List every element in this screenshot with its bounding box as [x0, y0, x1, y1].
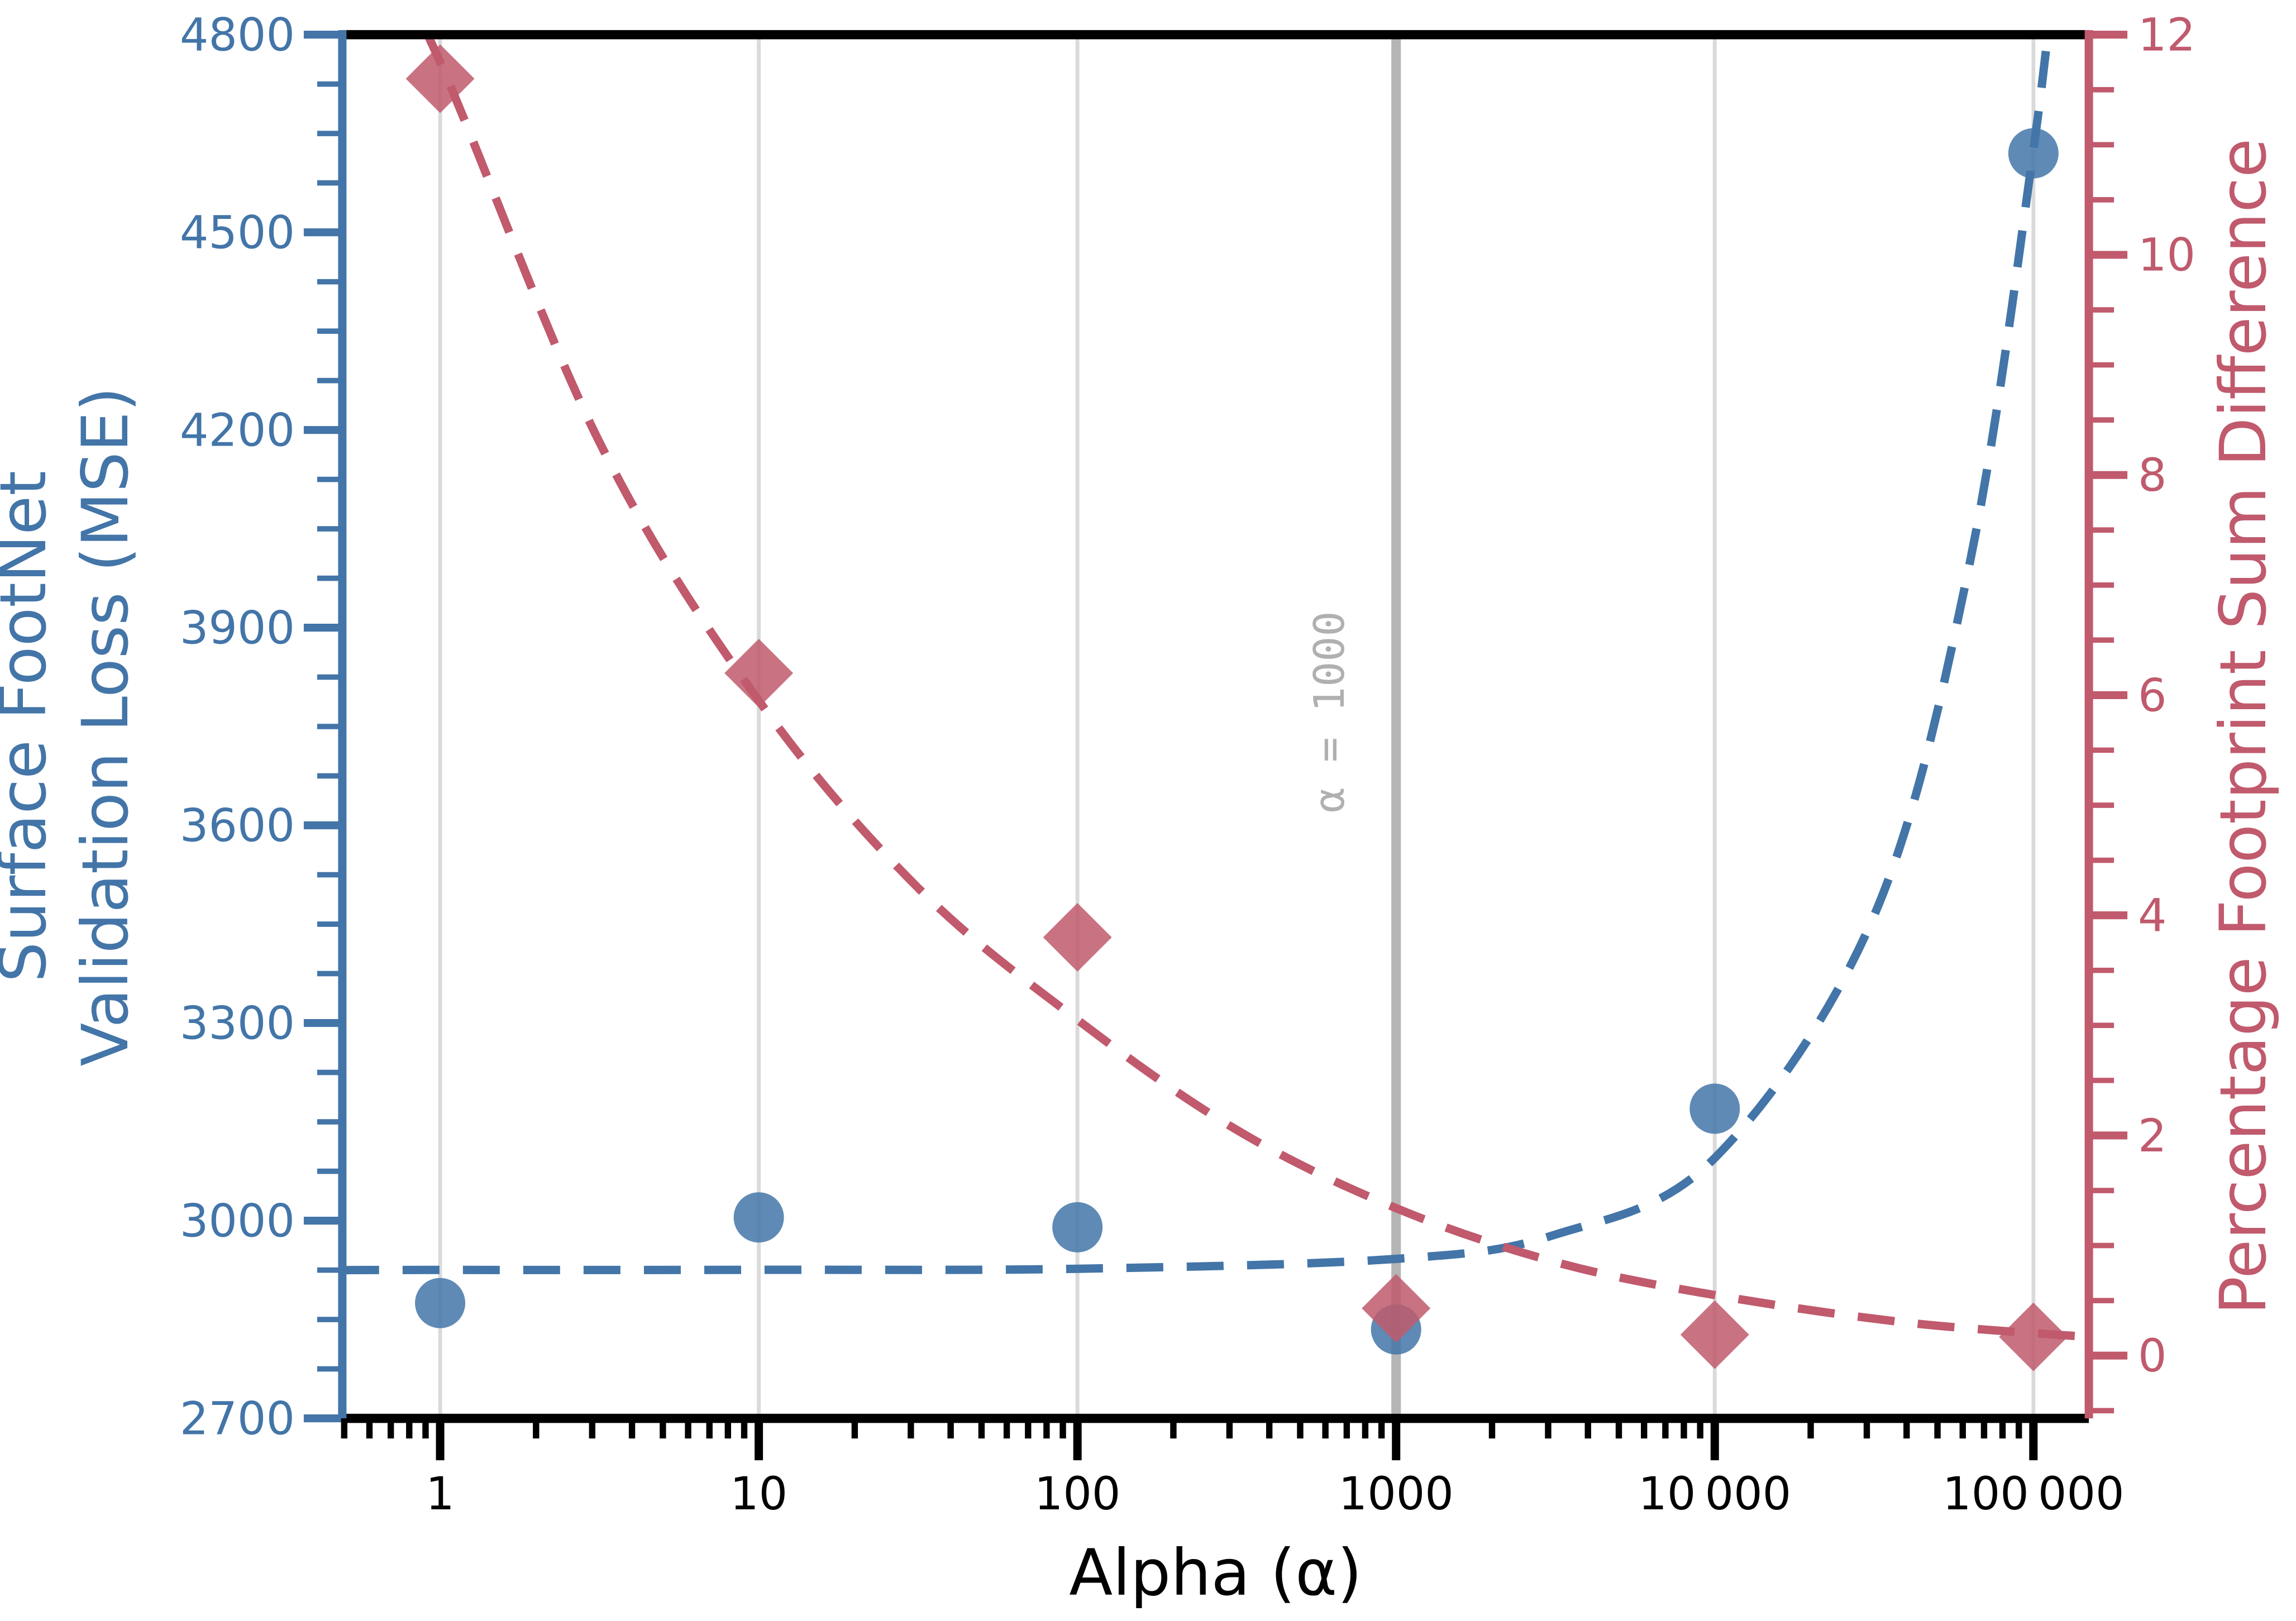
fit-curves [342, 35, 2088, 1341]
x-tick-label: 10 000 [1638, 1468, 1791, 1520]
left-axis-label-line2: Validation Loss (MSE) [68, 387, 142, 1067]
surface-footnet-validation-loss-point [1689, 1083, 1740, 1134]
left-tick-label: 4200 [180, 404, 295, 457]
left-tick-label: 3600 [180, 800, 295, 852]
right-tick-label: 10 [2138, 229, 2195, 282]
left-tick-label: 3000 [180, 1195, 295, 1247]
x-tick-label: 1 [426, 1468, 455, 1520]
alpha-annotation: α = 1000 [1305, 611, 1354, 812]
surface-footnet-validation-loss-point [2008, 128, 2059, 179]
left-axis-label-line1: Surface FootNet [0, 471, 60, 982]
right-tick-label: 6 [2138, 670, 2167, 722]
surface-footnet-validation-loss-point [1052, 1202, 1103, 1252]
right-tick-label: 8 [2138, 450, 2167, 502]
percentage-footprint-sum-difference-point [405, 44, 475, 113]
axis-ticks [303, 31, 2128, 1461]
left-tick-label: 4500 [180, 207, 295, 259]
x-axis-label: Alpha (α) [1069, 1536, 1362, 1610]
x-tick-label: 100 [1034, 1468, 1121, 1520]
x-tick-label: 10 [730, 1468, 787, 1520]
left-tick-label: 4800 [180, 9, 295, 61]
surface-footnet-validation-loss-point [415, 1278, 466, 1328]
tick-labels: 2700 3000 3300 3600 3900 4200 4500 4800 0 2 4 6 8 10 1… [180, 9, 2195, 1520]
left-tick-label: 2700 [180, 1393, 295, 1445]
percentage-footprint-sum-difference-point [1043, 903, 1112, 972]
percentage-footprint-sum-difference-point [1999, 1302, 2068, 1371]
surface-footnet-validation-loss-point [733, 1192, 784, 1243]
right-tick-label: 2 [2138, 1110, 2167, 1163]
right-axis-label: Percentage Footprint Sum Difference [2206, 138, 2280, 1315]
x-tick-label: 1000 [1339, 1468, 1454, 1520]
right-tick-label: 12 [2138, 9, 2195, 61]
right-tick-label: 4 [2138, 890, 2167, 943]
percentage-footprint-sum-difference-point [1680, 1300, 1749, 1369]
right-tick-label: 0 [2138, 1330, 2167, 1383]
percentage-footprint-sum-difference-point [724, 638, 794, 707]
left-tick-label: 3900 [180, 602, 295, 654]
pct-difference-fit-curve [423, 35, 2088, 1341]
left-tick-label: 3300 [180, 997, 295, 1050]
loss-fit-curve [342, 35, 2052, 1275]
data-points [405, 44, 2068, 1371]
decade-gridlines [438, 35, 2036, 1419]
x-tick-label: 100 000 [1942, 1468, 2124, 1520]
axis-spines [338, 30, 2093, 1423]
